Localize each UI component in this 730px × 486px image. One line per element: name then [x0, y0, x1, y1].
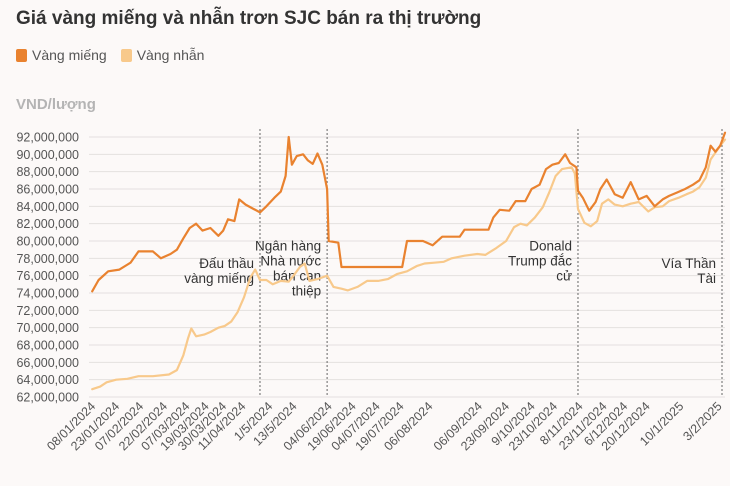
y-tick-label: 90,000,000 [16, 148, 79, 162]
event-label: Ngân hàng Nhà nước bán can thiệp [255, 239, 321, 299]
legend-swatch-vang-nhan [120, 48, 132, 62]
y-tick-label: 92,000,000 [16, 131, 79, 145]
legend-swatch-vang-mieng [16, 48, 27, 62]
y-tick-label: 70,000,000 [16, 321, 79, 335]
y-tick-label: 72,000,000 [16, 304, 79, 318]
y-tick-label: 66,000,000 [16, 356, 79, 370]
event-label: Donald Trump đắc cử [508, 239, 572, 284]
legend-label-vang-nhan: Vàng nhẫn [136, 47, 205, 63]
series-line-vang-mieng [91, 131, 727, 293]
y-tick-label: 84,000,000 [16, 200, 79, 214]
legend-item-vang-nhan: Vàng nhẫn [120, 47, 205, 63]
legend-label-vang-mieng: Vàng miếng [32, 47, 107, 63]
y-tick-label: 86,000,000 [16, 183, 79, 197]
y-tick-label: 78,000,000 [16, 252, 79, 266]
x-tick-label: 3/2/2025 [680, 399, 724, 443]
event-label: Vía Thần Tài [661, 256, 716, 286]
y-tick-label: 62,000,000 [16, 391, 79, 405]
legend-item-vang-mieng: Vàng miếng [16, 47, 107, 63]
legend: Vàng miếng Vàng nhẫn [16, 47, 204, 63]
y-tick-label: 68,000,000 [16, 339, 79, 353]
y-tick-label: 88,000,000 [16, 165, 79, 179]
y-tick-label: 82,000,000 [16, 217, 79, 231]
series-line-vang-nhan [91, 138, 727, 391]
y-tick-label: 80,000,000 [16, 235, 79, 249]
y-tick-label: 76,000,000 [16, 269, 79, 283]
y-axis-unit-label: VND/lượng [16, 96, 96, 113]
y-tick-label: 64,000,000 [16, 373, 79, 387]
chart-title: Giá vàng miếng và nhẫn trơn SJC bán ra t… [16, 8, 482, 29]
event-label: Đấu thầu vàng miếng [184, 256, 254, 286]
y-tick-label: 74,000,000 [16, 287, 79, 301]
